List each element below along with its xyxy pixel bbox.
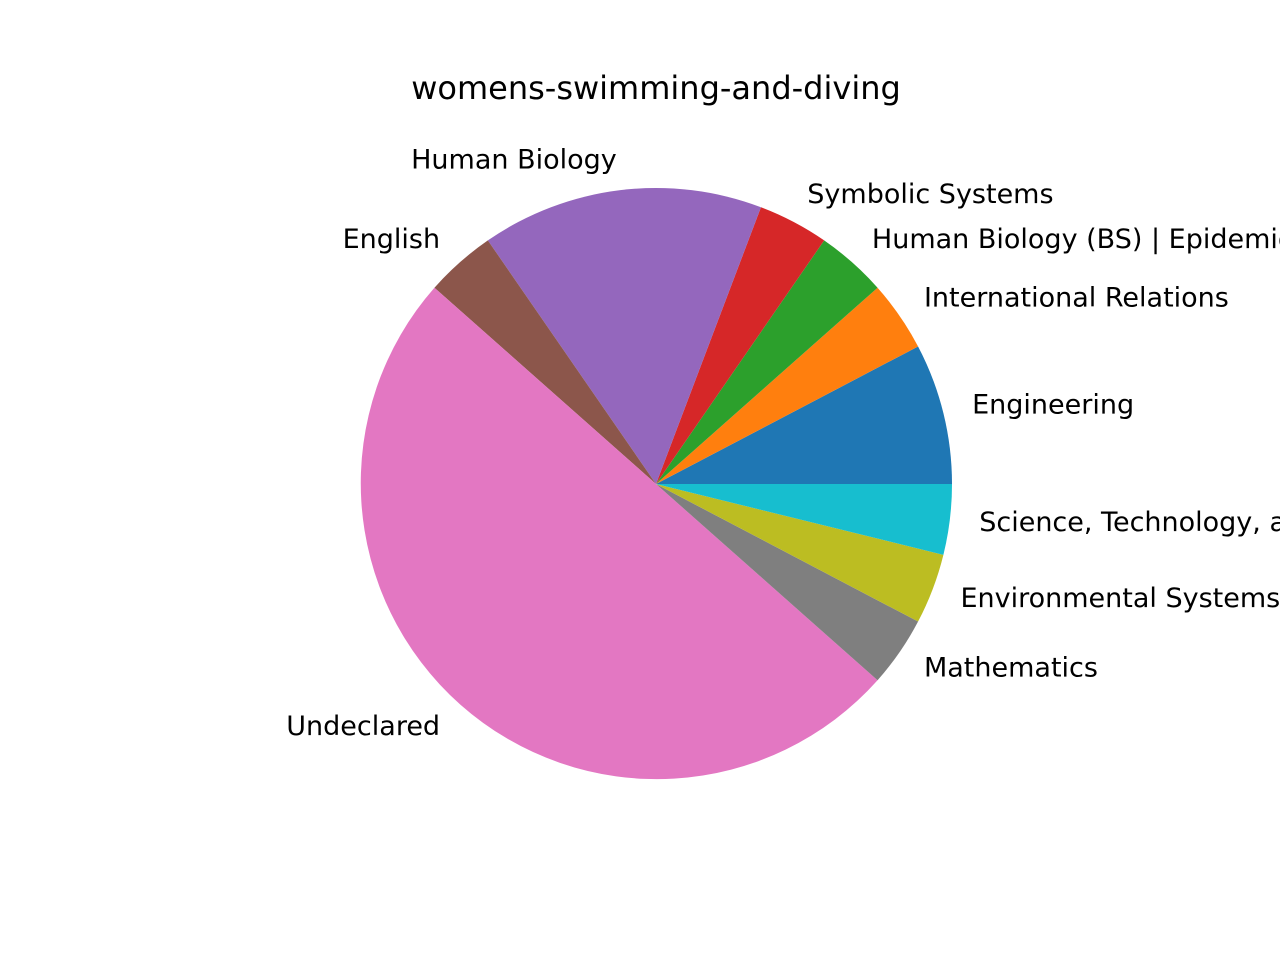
- pie-slice-3: [656, 207, 825, 485]
- pie-slice-0: [656, 346, 952, 484]
- pie-slice-label-5: English: [343, 224, 441, 255]
- pie-slice-1: [656, 287, 919, 484]
- pie-slice-label-4: Human Biology: [411, 144, 617, 175]
- pie-slice-5: [434, 240, 656, 484]
- pie-slice-4: [487, 188, 761, 484]
- pie-slice-label-9: Science, Technology, and Society: [979, 507, 1280, 538]
- pie-slice-label-6: Undeclared: [286, 711, 440, 742]
- pie-slice-2: [656, 240, 878, 484]
- pie-slice-label-2: Human Biology (BS) | Epidemiology: [872, 224, 1280, 255]
- pie-slice-label-1: International Relations: [924, 283, 1229, 314]
- pie-slice-9: [656, 484, 952, 555]
- labels-layer: Engineering International Relations Human …: [286, 144, 1280, 742]
- pie-slice-label-8: Environmental Systems Engineering: [960, 583, 1280, 614]
- pie-slice-8: [656, 484, 944, 622]
- pie-slice-6: [360, 287, 878, 780]
- pie-slice-7: [656, 484, 919, 681]
- slices-layer: [360, 188, 952, 780]
- pie-slice-label-0: Engineering: [972, 390, 1134, 421]
- chart-title: womens-swimming-and-diving: [411, 69, 901, 107]
- pie-slice-label-3: Symbolic Systems: [807, 179, 1053, 210]
- pie-slice-label-7: Mathematics: [924, 652, 1098, 683]
